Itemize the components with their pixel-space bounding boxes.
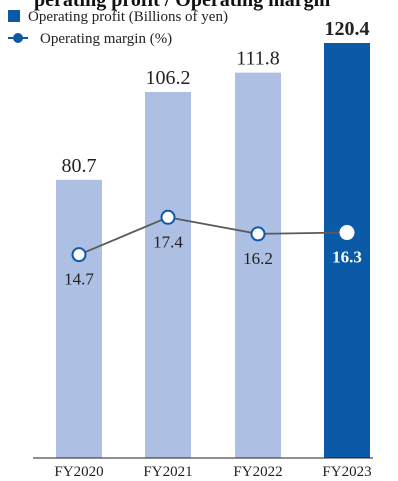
margin-point-fy2021 bbox=[160, 209, 176, 225]
x-tick-label-fy2021: FY2021 bbox=[143, 464, 192, 480]
legend-label-operating-margin: Operating margin (%) bbox=[40, 31, 172, 47]
margin-value-label-fy2022: 16.2 bbox=[243, 249, 273, 268]
bar-value-label-fy2020: 80.7 bbox=[62, 155, 97, 177]
legend-marker-operating-margin bbox=[13, 33, 23, 43]
legend: Operating profit (Billions of yen) Opera… bbox=[8, 9, 228, 47]
bar-fy2020 bbox=[56, 179, 102, 458]
margin-value-label-fy2020: 14.7 bbox=[64, 270, 94, 289]
x-axis-tick-labels: FY2020 FY2021 FY2022 FY2023 bbox=[54, 464, 371, 480]
legend-label-operating-profit: Operating profit (Billions of yen) bbox=[28, 9, 228, 25]
bar-series bbox=[56, 43, 370, 459]
x-tick-label-fy2020: FY2020 bbox=[54, 464, 103, 480]
bar-value-labels: 80.7 106.2 111.8 120.4 bbox=[62, 18, 370, 177]
bar-fy2021 bbox=[145, 91, 191, 458]
bar-value-label-fy2021: 106.2 bbox=[146, 67, 191, 89]
margin-point-fy2020 bbox=[71, 247, 87, 263]
x-tick-label-fy2022: FY2022 bbox=[233, 464, 282, 480]
bar-value-label-fy2022: 111.8 bbox=[236, 48, 280, 70]
bar-value-label-fy2023: 120.4 bbox=[325, 18, 370, 40]
legend-swatch-operating-profit bbox=[8, 10, 20, 22]
bar-fy2022 bbox=[235, 72, 281, 459]
margin-series bbox=[71, 209, 355, 263]
margin-value-label-fy2021: 17.4 bbox=[153, 232, 183, 251]
chart-title: perating profit / Operating margin bbox=[34, 0, 330, 11]
margin-value-labels: 14.7 17.4 16.2 16.3 bbox=[64, 232, 362, 288]
margin-point-fy2023 bbox=[339, 225, 355, 241]
margin-value-label-fy2023: 16.3 bbox=[332, 248, 362, 267]
margin-line bbox=[78, 216, 348, 256]
margin-point-fy2022 bbox=[250, 226, 266, 242]
x-tick-label-fy2023: FY2023 bbox=[322, 464, 371, 480]
bar-fy2023 bbox=[324, 43, 370, 458]
